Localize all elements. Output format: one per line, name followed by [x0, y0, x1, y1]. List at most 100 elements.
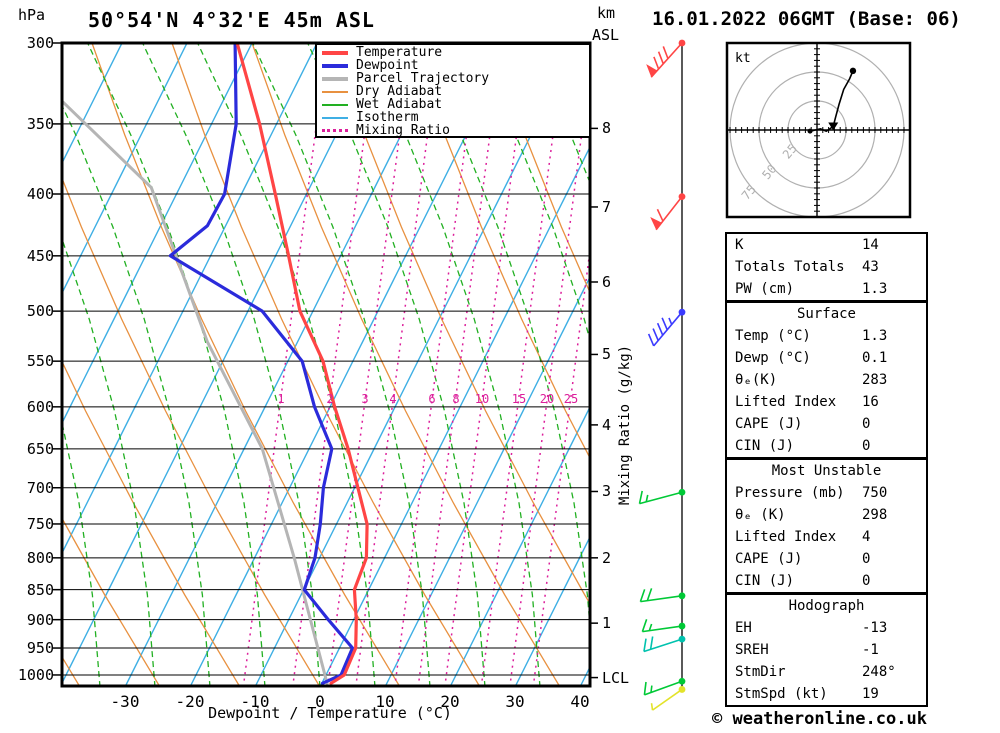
- x-axis-title: Dewpoint / Temperature (°C): [208, 704, 452, 722]
- table-row-value: -13: [862, 620, 888, 636]
- wind-barb: [643, 635, 686, 653]
- storm-motion-marker: [828, 122, 839, 131]
- wind-barb: [639, 588, 686, 603]
- table-row-lifted-index: Lifted Index 16: [727, 391, 926, 413]
- parcel-trajectory-line-sample: [322, 76, 348, 81]
- table-row-value: 750: [862, 485, 888, 501]
- pressure-tick-label: 650: [26, 440, 54, 458]
- pressure-tick-label: 750: [26, 515, 54, 533]
- legend-item-label: Temperature: [356, 45, 443, 60]
- altitude-axis-unit-km: km: [597, 4, 616, 22]
- pressure-tick-label: 400: [26, 185, 54, 203]
- wind-barb-dot: [678, 622, 686, 630]
- pressure-tick-label: 300: [26, 34, 54, 52]
- km-tick-label-6: 6: [602, 273, 612, 291]
- mixing-ratio-line-sample: [322, 129, 348, 132]
- table-row-cape-j: CAPE (J) 0: [727, 548, 926, 570]
- wet-adiabat-line-sample: [322, 103, 348, 106]
- table-row-eh: EH -13: [727, 617, 926, 639]
- isotherm-line: [62, 43, 383, 685]
- wet-adiabat-line: [472, 43, 590, 343]
- table-row-k: θₑ (K) 298: [727, 504, 926, 526]
- table-row-value: 1.3: [862, 281, 888, 297]
- hodograph-end-dot: [849, 67, 857, 75]
- wet-adiabat-line: [87, 43, 266, 686]
- wet-adiabat-line: [197, 43, 376, 686]
- temp-tick-label: 0: [315, 692, 325, 711]
- mixing-ratio-value-label: 4: [389, 392, 397, 406]
- isotherm-line: [514, 535, 590, 686]
- legend-item-parcel-trajectory: Parcel Trajectory: [317, 72, 589, 85]
- wind-barb: [647, 308, 686, 347]
- table-row-value: -1: [862, 642, 879, 658]
- table-row-k: θₑ(K) 283: [727, 369, 926, 391]
- pressure-tick-label: 800: [26, 549, 54, 567]
- mixing-ratio-line: [509, 64, 590, 686]
- table-row-label: StmSpd (kt): [735, 686, 828, 702]
- km-tick-label-7: 7: [602, 198, 612, 216]
- dry-adiabat-line: [62, 360, 241, 686]
- dry-adiabat-line: [491, 43, 590, 295]
- mixing-ratio-value-label: 1: [277, 392, 285, 406]
- table-row-value: 43: [862, 259, 879, 275]
- chart-legend: Temperature Dewpoint Parcel Trajectory Dry …: [315, 43, 591, 138]
- isotherm-line: [319, 145, 590, 686]
- dry-adiabat-line: [62, 176, 321, 686]
- mixing-ratio-value-label: 15: [511, 392, 527, 406]
- table-row-pressure-mb: Pressure (mb) 750: [727, 482, 926, 504]
- table-row-label: StmDir: [735, 664, 786, 680]
- legend-item-label: Parcel Trajectory: [356, 71, 490, 86]
- copyright: © weatheronline.co.uk: [712, 709, 927, 729]
- wind-barb-dot: [678, 488, 686, 496]
- table-row-label: CIN (J): [735, 573, 795, 589]
- mixing-ratio-value-label: 3: [361, 392, 369, 406]
- mixing-ratio-value-label: 6: [428, 392, 436, 406]
- mixing-ratio-line: [444, 43, 530, 686]
- table-row-lifted-index: Lifted Index 4: [727, 526, 926, 548]
- legend-item-label: Dewpoint: [356, 58, 419, 73]
- wind-barb: [638, 488, 686, 505]
- legend-item-label: Mixing Ratio: [356, 123, 450, 138]
- pressure-tick-label: 600: [26, 398, 54, 416]
- table-row-label: CAPE (J): [735, 416, 803, 432]
- wind-barb: [650, 686, 686, 711]
- wet-adiabat-line: [362, 43, 541, 686]
- mixing-ratio-value-label: 20: [539, 392, 555, 406]
- isotherm-line: [62, 43, 188, 295]
- table-row-value: 1.3: [862, 328, 888, 344]
- table-row-value: 0: [862, 573, 871, 589]
- table-header-hodograph: Hodograph: [788, 598, 865, 614]
- table-row-label: Pressure (mb): [735, 485, 845, 501]
- temp-tick-label: 10: [375, 692, 395, 711]
- table-row-cin-j: CIN (J) 0: [727, 435, 926, 457]
- datetime-label: 16.01.2022 06GMT (Base: 06): [652, 8, 961, 30]
- table-row-label: CAPE (J): [735, 551, 803, 567]
- km-tick-label-8: 8: [602, 119, 612, 137]
- temperature-curve: [235, 43, 369, 685]
- table-most-unstable: Most Unstable Pressure (mb) 750 θₑ (K) 298 Li…: [725, 458, 928, 594]
- legend-item-dry-adiabat: Dry Adiabat: [317, 85, 589, 98]
- temp-tick-label: -30: [110, 692, 140, 711]
- wind-barb: [650, 193, 686, 231]
- table-row-value: 0: [862, 551, 871, 567]
- dry-adiabat-line: [91, 43, 401, 686]
- table-header-most-unstable: Most Unstable: [771, 463, 882, 479]
- wind-barb-dot: [678, 635, 686, 643]
- table-header-surface: Surface: [796, 306, 856, 322]
- hodograph-start-dot: [807, 128, 813, 134]
- table-row-cape-j: CAPE (J) 0: [727, 413, 926, 435]
- pressure-tick-label: 550: [26, 352, 54, 370]
- wind-barb: [641, 619, 686, 633]
- dry-adiabat-line-sample: [322, 90, 348, 93]
- mixing-ratio-line: [355, 43, 441, 686]
- hodograph-trace: [809, 70, 854, 133]
- legend-item-label: Wet Adiabat: [356, 97, 443, 112]
- isotherm-line: [189, 43, 513, 686]
- dry-adiabat-line: [251, 43, 561, 686]
- table-row-cin-j: CIN (J) 0: [727, 570, 926, 592]
- table-row-stmdir: StmDir 248°: [727, 661, 926, 683]
- wind-barb: [646, 39, 686, 78]
- wet-adiabat-line: [527, 43, 590, 185]
- table-row-label: Lifted Index: [735, 529, 837, 545]
